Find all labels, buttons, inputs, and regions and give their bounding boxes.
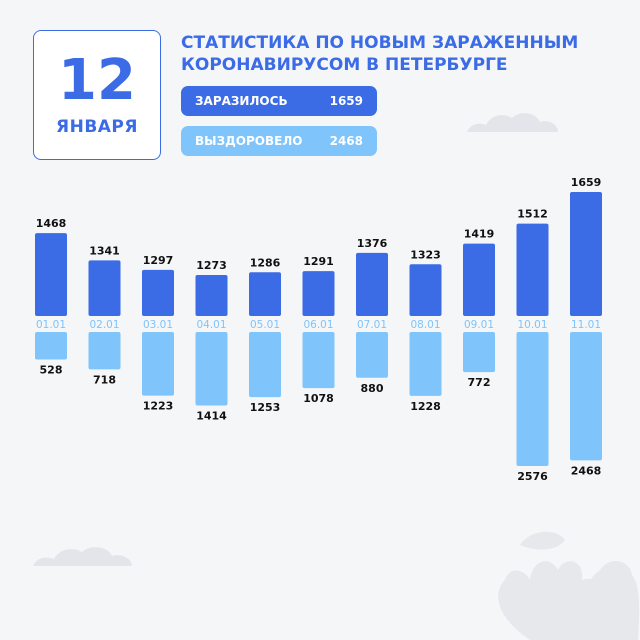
infected-bar xyxy=(463,243,495,316)
cloud-icon-top xyxy=(467,113,558,132)
recovered-summary-badge: ВЫЗДОРОВЕЛО 2468 xyxy=(181,126,377,156)
infected-value-label: 1468 xyxy=(36,217,67,230)
infected-value-label: 1297 xyxy=(143,254,174,267)
recovered-bar xyxy=(249,332,281,398)
date-tick-label: 06.01 xyxy=(303,319,333,331)
date-tick-label: 07.01 xyxy=(357,319,387,331)
recovered-bar xyxy=(570,332,602,461)
recovered-value-label: 1253 xyxy=(250,401,281,414)
infected-value-label: 1419 xyxy=(464,228,495,241)
recovered-value-label: 1223 xyxy=(143,400,174,413)
infected-value-label: 1273 xyxy=(196,259,227,272)
infected-value-label: 1286 xyxy=(250,256,281,269)
recovered-value-label: 2576 xyxy=(517,470,548,483)
date-tick-label: 10.01 xyxy=(517,319,547,331)
infected-bar xyxy=(142,269,174,316)
recovered-value-label: 880 xyxy=(361,382,384,395)
infected-value-label: 1291 xyxy=(303,255,334,268)
date-tick-label: 09.01 xyxy=(464,319,494,331)
recovered-value-label: 772 xyxy=(468,376,491,389)
cloud-icon-bottom xyxy=(33,547,132,566)
date-tick-label: 08.01 xyxy=(410,319,440,331)
infected-summary-badge: ЗАРАЗИЛОСЬ 1659 xyxy=(181,86,377,116)
infected-value: 1659 xyxy=(329,94,363,108)
date-tick-label: 01.01 xyxy=(36,319,66,331)
infected-value-label: 1341 xyxy=(89,244,120,257)
date-day: 12 xyxy=(58,48,136,113)
infected-label: ЗАРАЗИЛОСЬ xyxy=(195,94,288,108)
date-month: ЯНВАРЯ xyxy=(56,117,138,137)
date-tick-label: 03.01 xyxy=(143,319,173,331)
infected-bar xyxy=(195,275,228,316)
recovered-value-label: 2468 xyxy=(571,464,602,477)
recovered-value-label: 528 xyxy=(40,363,63,376)
infected-bar xyxy=(302,271,335,316)
infected-bar xyxy=(88,260,121,316)
page-title: СТАТИСТИКА ПО НОВЫМ ЗАРАЖЕННЫМ КОРОНАВИР… xyxy=(181,32,601,76)
infected-bar xyxy=(249,272,281,316)
recovered-label: ВЫЗДОРОВЕЛО xyxy=(195,134,303,148)
recovered-bar xyxy=(356,332,388,378)
recovered-bar xyxy=(88,332,121,370)
recovered-value-label: 718 xyxy=(93,373,116,386)
leaf-icon xyxy=(498,531,640,640)
recovered-bar xyxy=(195,332,228,406)
recovered-bar xyxy=(142,332,174,396)
infected-value-label: 1323 xyxy=(410,248,441,261)
date-tick-label: 04.01 xyxy=(196,319,226,331)
recovered-value: 2468 xyxy=(329,134,363,148)
infected-bar xyxy=(570,192,602,316)
infected-bar xyxy=(409,264,442,316)
title-line-2: КОРОНАВИРУСОМ В ПЕТЕРБУРГЕ xyxy=(181,55,508,75)
infected-bar xyxy=(35,233,67,316)
date-tick-label: 02.01 xyxy=(89,319,119,331)
recovered-bar xyxy=(516,332,549,466)
infected-bar xyxy=(356,252,388,316)
recovered-bar xyxy=(463,332,495,373)
recovered-value-label: 1414 xyxy=(196,410,227,423)
infected-value-label: 1659 xyxy=(571,176,602,189)
date-tick-label: 11.01 xyxy=(571,319,601,331)
infected-bar xyxy=(516,223,549,316)
recovered-bar xyxy=(302,332,335,389)
recovered-bar xyxy=(409,332,442,396)
date-tick-label: 05.01 xyxy=(250,319,280,331)
recovered-value-label: 1078 xyxy=(303,392,334,405)
infected-value-label: 1376 xyxy=(357,237,388,250)
infected-value-label: 1512 xyxy=(517,208,548,221)
title-line-1: СТАТИСТИКА ПО НОВЫМ ЗАРАЖЕННЫМ xyxy=(181,33,579,53)
recovered-value-label: 1228 xyxy=(410,400,441,413)
recovered-bar xyxy=(35,332,67,360)
date-card: 12 ЯНВАРЯ xyxy=(33,30,161,160)
